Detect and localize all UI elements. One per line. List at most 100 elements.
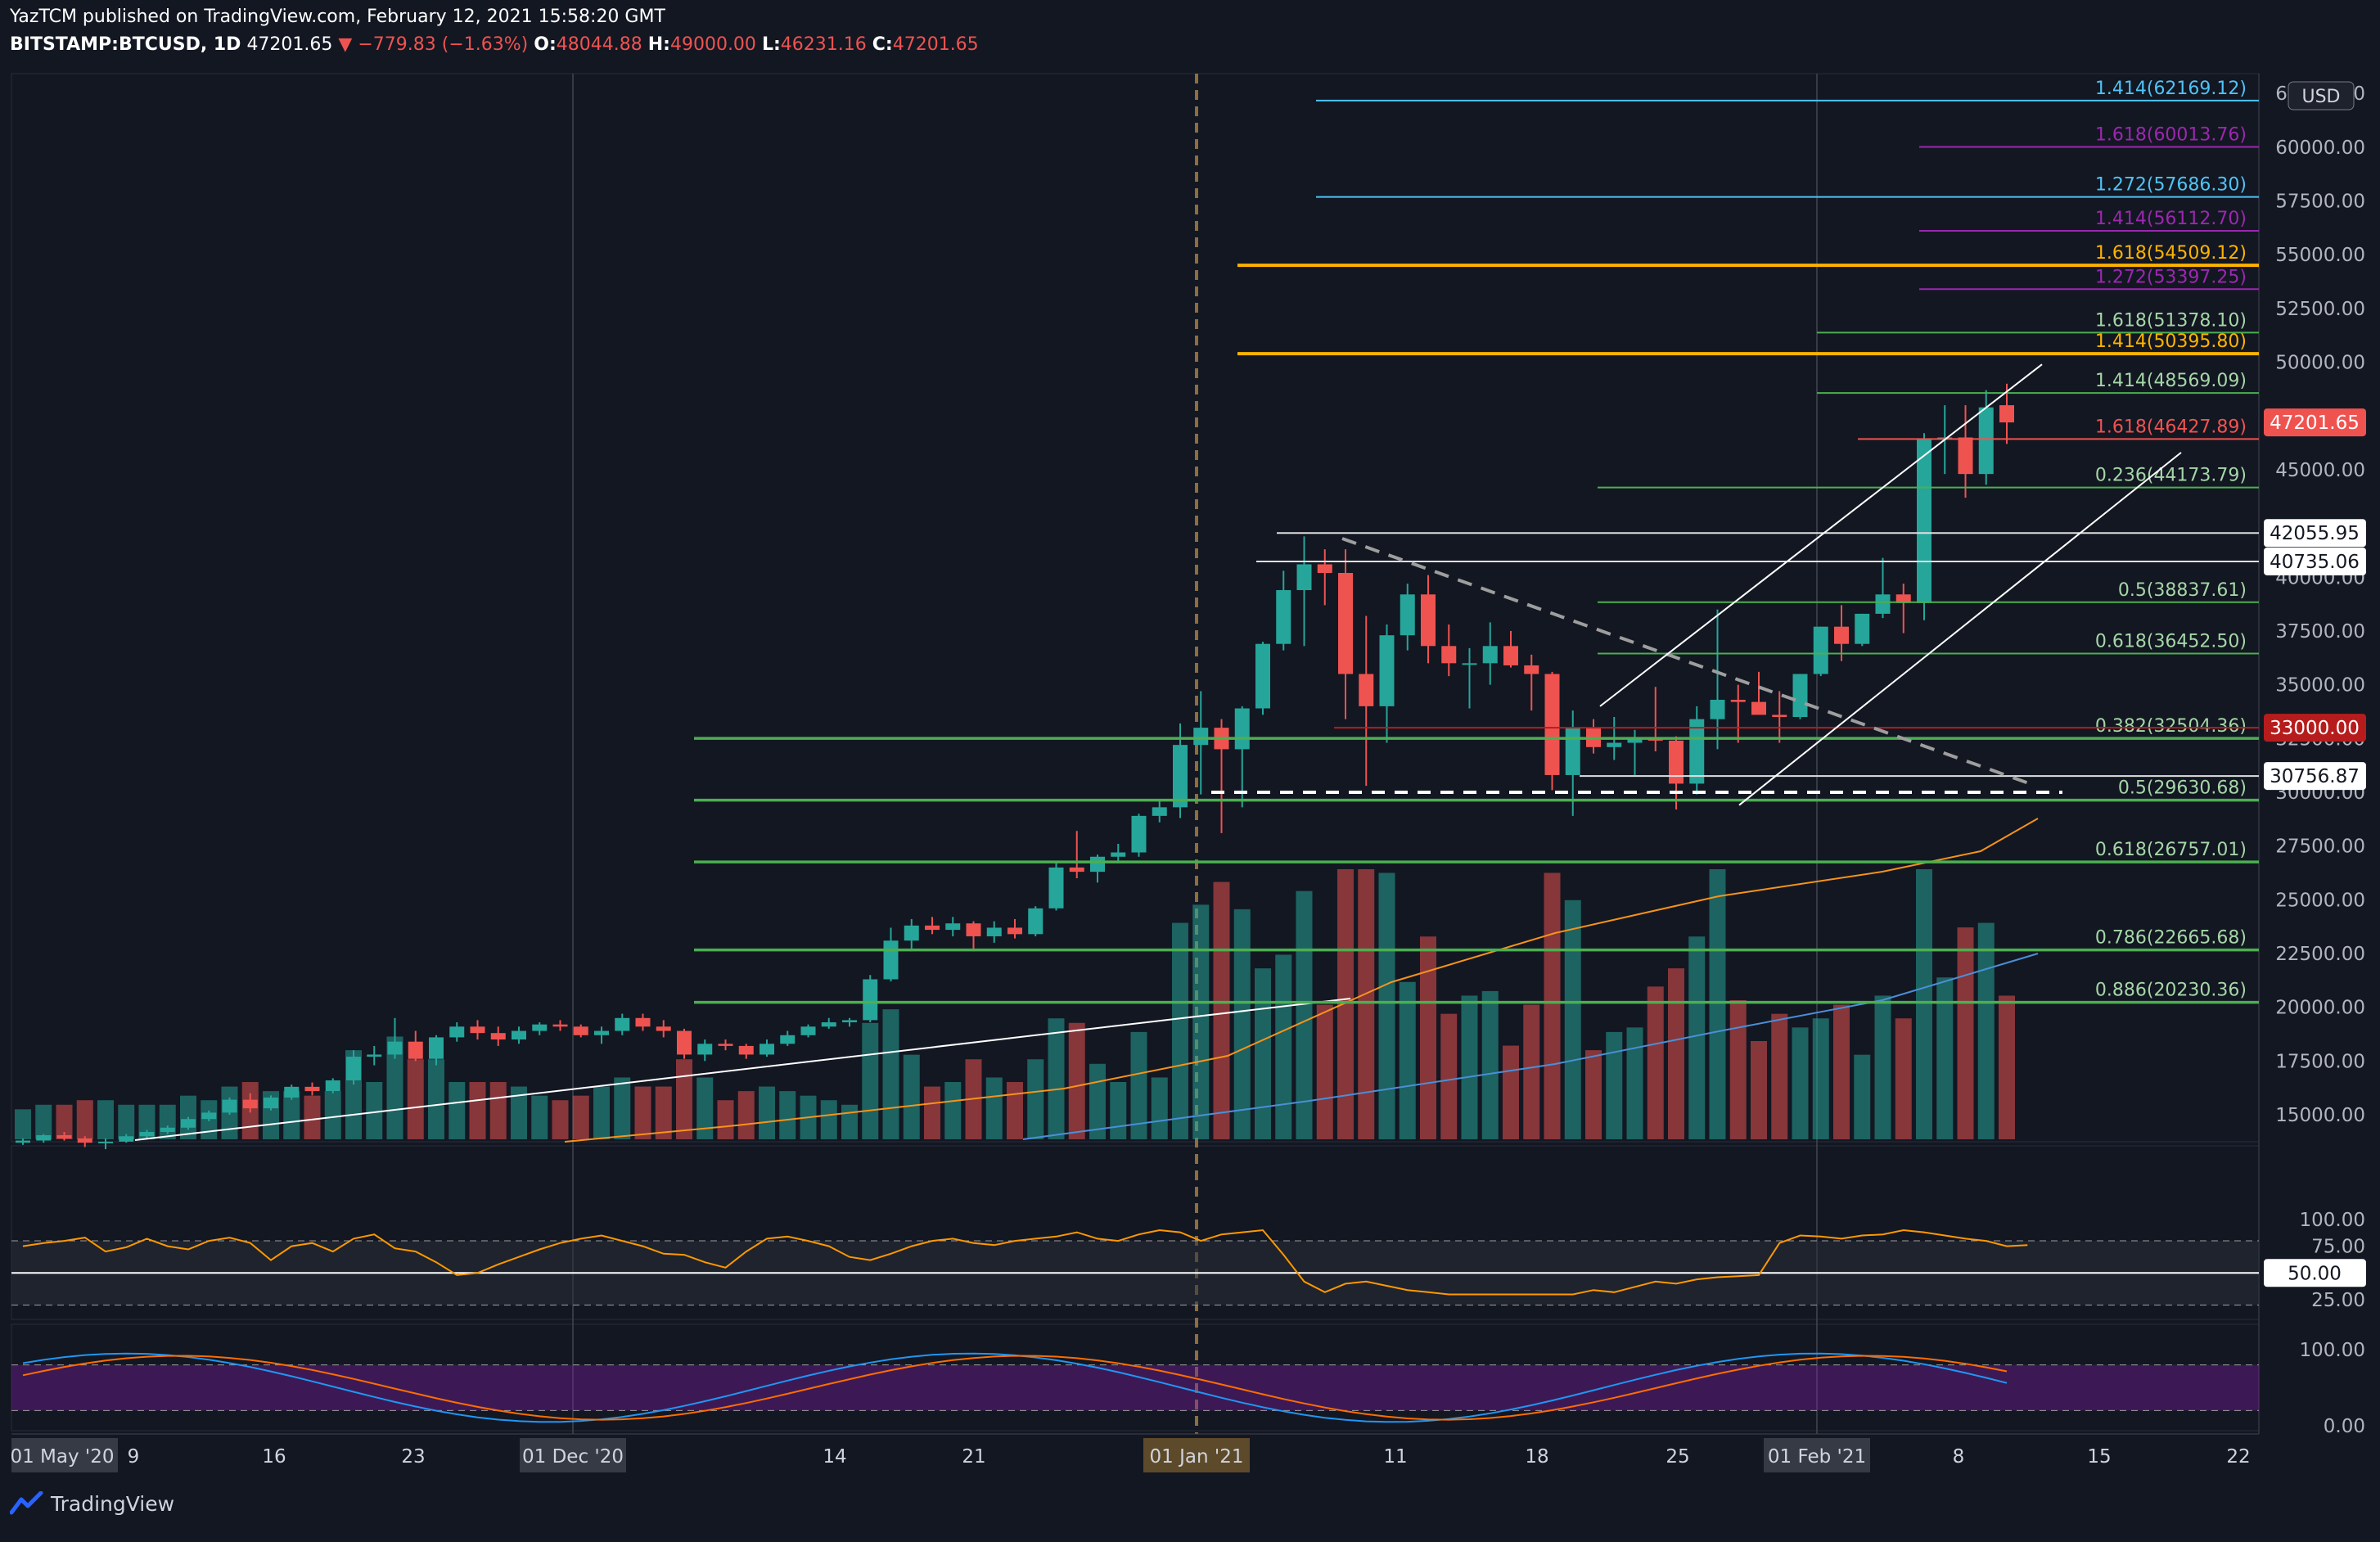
price-tick-label: 37500.00 [2275,621,2365,642]
volume-bar [1688,936,1706,1139]
time-tick-label: 14 [823,1446,846,1468]
candle-body [429,1037,444,1059]
volume-bar [1854,1054,1871,1139]
candle-body [1772,715,1787,718]
volume-bar [489,1082,507,1139]
candle-body [1834,626,1849,644]
candle-body [1028,908,1044,935]
time-tick-label: 18 [1525,1446,1548,1468]
time-tick-label: 15 [2087,1446,2111,1468]
candle-body [821,1022,836,1027]
candle-body [1855,613,1870,644]
volume-bar [449,1082,466,1139]
volume-bar [924,1086,940,1139]
open-value: 48044.88 [556,34,642,55]
volume-bar [511,1086,527,1139]
low-value: 46231.16 [780,34,867,55]
candle-body [512,1030,526,1040]
volume-bar [1233,909,1251,1139]
candle-body [552,1024,568,1027]
volume-bar [1296,890,1313,1139]
price-level-tag [2264,762,2366,791]
price-tick-label: 25000.00 [2275,890,2365,911]
fib-level-label: 1.618(60013.76) [2095,124,2247,145]
time-highlight [11,1438,118,1472]
candle-body [1607,742,1622,747]
candle-body [1751,701,1766,715]
volume-bar [944,1082,962,1139]
candle-body [573,1026,588,1035]
price-tick-label: 50000.00 [2275,353,2365,374]
change-down-icon: ▼ [338,34,353,55]
volume-bar [428,1059,444,1139]
symbol-info-bar: BITSTAMP:BTCUSD, 1D 47201.65 ▼ −779.83 (… [10,34,979,55]
fib-level-label: 1.414(62169.12) [2095,79,2247,99]
candle-body [863,979,878,1021]
candle-body [615,1017,630,1031]
candle-body [1317,564,1332,573]
volume-bar [1007,1082,1023,1139]
candle-body [1276,590,1291,644]
volume-bar [304,1095,321,1139]
candle-body [387,1041,403,1055]
rsi-tick-label: 100.00 [2300,1210,2365,1231]
price-level-tag [2264,547,2366,575]
candle-body [56,1134,72,1138]
volume-bar [1255,968,1271,1139]
price-level-tag-label: 42055.95 [2270,523,2360,544]
volume-bar [1213,881,1230,1139]
volume-bar [1564,900,1581,1139]
volume-bar [1503,1045,1519,1139]
price-tick-label: 27500.00 [2275,836,2365,858]
fib-level-label: 1.414(48569.09) [2095,371,2247,391]
volume-bar [820,1100,837,1139]
candle-body [1255,643,1270,709]
rsi-line [22,1229,2028,1296]
volume-bar [1729,1000,1747,1139]
volume-bar [841,1104,858,1139]
volume-bar [1110,1082,1127,1139]
time-tick-label: 11 [1383,1446,1407,1468]
candle-body [181,1119,196,1128]
candle-body [925,925,940,931]
fib-level-label: 1.618(54509.12) [2095,243,2247,264]
volume-bar [1957,927,1974,1139]
candle-body [1338,572,1353,674]
candle-body [264,1097,278,1109]
candle-body [697,1044,713,1055]
candle-body [304,1086,320,1092]
price-tick-label: 55000.00 [2275,245,2365,266]
volume-bar [1172,922,1188,1139]
tradingview-logo[interactable]: TradingView [10,1491,174,1516]
fib-level-label: 0.618(26757.01) [2095,840,2247,860]
volume-bar [1771,1013,1788,1139]
candle-body [738,1045,754,1055]
price-tick-label: 52500.00 [2275,299,2365,320]
volume-bar [903,1054,920,1139]
volume-bar [717,1100,734,1139]
candle-body [1048,867,1064,909]
time-highlight [1143,1438,1250,1472]
volume-bar [552,1100,569,1139]
candle-body [1730,699,1746,702]
candle-body [986,927,1002,936]
volume-bar [696,1077,714,1139]
candle-body [449,1026,465,1038]
candle-body [1090,856,1105,872]
candle-body [16,1140,30,1143]
tradingview-icon [10,1491,43,1515]
candle-body [1813,626,1828,674]
volume-bar [985,1077,1003,1139]
channel-upper-line [1599,363,2043,707]
symbol-label[interactable]: BITSTAMP:BTCUSD, 1D [10,34,241,55]
volume-bar [676,1059,692,1139]
volume-bar [1316,1004,1333,1139]
volume-bar [1068,1022,1085,1139]
time-tick-label: 25 [1666,1446,1689,1468]
volume-bar [56,1104,73,1139]
volume-bar [407,1059,424,1139]
candle-body [1152,807,1167,816]
candle-body [1917,440,1931,603]
rsi-value-tag-label: 50.00 [2288,1263,2342,1284]
